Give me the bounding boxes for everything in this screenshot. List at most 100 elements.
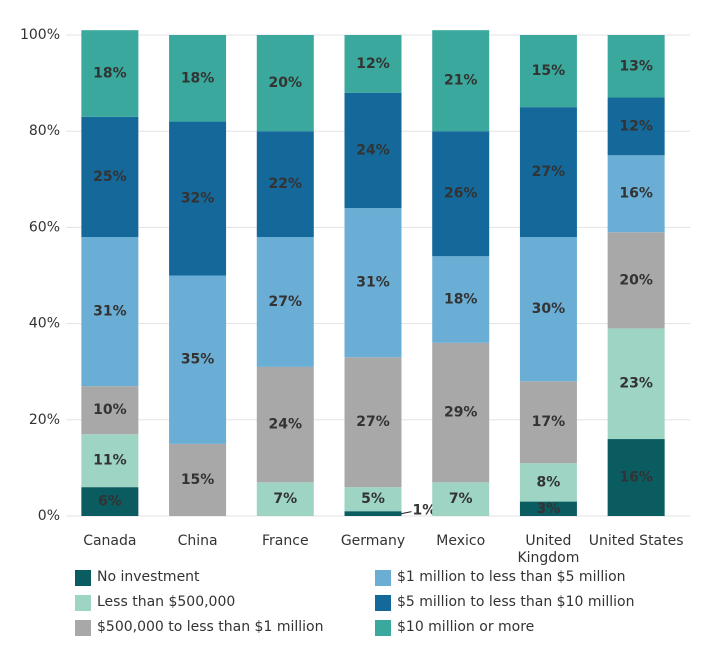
data-label: 7% bbox=[273, 491, 297, 507]
legend-swatch bbox=[375, 620, 391, 636]
data-label: 20% bbox=[619, 272, 653, 288]
y-tick-label: 60% bbox=[29, 219, 60, 235]
legend-label: Less than $500,000 bbox=[97, 594, 236, 610]
bar-segment bbox=[81, 487, 139, 516]
bar-segment bbox=[432, 30, 490, 132]
data-label: 3% bbox=[537, 501, 561, 517]
data-label: 8% bbox=[537, 474, 561, 490]
bar-segment bbox=[169, 35, 227, 122]
data-label: 18% bbox=[444, 292, 478, 308]
bar-segment bbox=[256, 366, 314, 483]
x-tick-label: Germany bbox=[340, 533, 406, 549]
bar-segment bbox=[432, 256, 490, 343]
data-label: 7% bbox=[449, 491, 473, 507]
legend-label: $5 million to less than $10 million bbox=[397, 594, 635, 610]
bar-segment bbox=[432, 482, 490, 516]
y-tick-label: 80% bbox=[29, 123, 60, 139]
bar-segment bbox=[169, 121, 227, 276]
bar-segment bbox=[607, 35, 665, 98]
x-tick-label: France bbox=[262, 533, 309, 549]
data-label: 16% bbox=[619, 470, 653, 486]
bar-segment bbox=[519, 501, 577, 516]
bar-segment bbox=[81, 30, 139, 117]
legend-swatch bbox=[75, 595, 91, 611]
x-tick-label: Mexico bbox=[436, 533, 486, 549]
bar-segment bbox=[81, 434, 139, 488]
data-label: 31% bbox=[356, 275, 390, 291]
bar-segment bbox=[519, 237, 577, 382]
x-tick-label: China bbox=[177, 533, 218, 549]
y-tick-label: 0% bbox=[38, 508, 60, 524]
data-label: 15% bbox=[532, 63, 566, 79]
bar-segment bbox=[519, 107, 577, 238]
bar-segment bbox=[256, 131, 314, 238]
data-label: 15% bbox=[181, 472, 215, 488]
legend-label: $10 million or more bbox=[397, 619, 535, 635]
bar-segment bbox=[81, 116, 139, 238]
bar-segment bbox=[607, 232, 665, 329]
bar-segment bbox=[432, 131, 490, 257]
data-label: 30% bbox=[532, 301, 566, 317]
bar-segment bbox=[169, 443, 227, 516]
bar-segment bbox=[519, 463, 577, 502]
bar-segment bbox=[519, 381, 577, 464]
data-label: 6% bbox=[98, 494, 122, 510]
legend-swatch bbox=[75, 620, 91, 636]
x-tick-label: United Kingdom bbox=[517, 533, 580, 566]
data-label: 20% bbox=[269, 75, 303, 91]
data-label: 27% bbox=[269, 294, 303, 310]
bar-segment bbox=[344, 357, 402, 488]
data-label: 13% bbox=[619, 58, 653, 74]
data-label: 29% bbox=[444, 405, 478, 421]
data-label: 35% bbox=[181, 352, 215, 368]
bar-segment bbox=[81, 386, 139, 435]
data-label: 11% bbox=[93, 453, 127, 469]
data-label: 18% bbox=[93, 65, 127, 81]
bar-segment bbox=[81, 237, 139, 387]
bar-segment bbox=[607, 155, 665, 233]
bar-segment bbox=[256, 482, 314, 516]
data-label: 23% bbox=[619, 376, 653, 392]
data-label: 27% bbox=[532, 164, 566, 180]
data-label: 1% bbox=[413, 503, 437, 519]
bar-segment bbox=[607, 439, 665, 516]
data-label: 12% bbox=[356, 56, 390, 72]
x-tick-label: Canada bbox=[83, 533, 137, 549]
bar-segment bbox=[519, 35, 577, 108]
data-label: 22% bbox=[269, 176, 303, 192]
bar-segment bbox=[256, 35, 314, 132]
legend-swatch bbox=[375, 595, 391, 611]
data-label: 12% bbox=[619, 118, 653, 134]
bar-segment bbox=[344, 92, 402, 209]
bar-segment bbox=[256, 237, 314, 367]
bar-segment bbox=[344, 35, 402, 93]
bar-segment bbox=[607, 328, 665, 440]
data-label: 17% bbox=[532, 414, 566, 430]
y-tick-label: 20% bbox=[29, 412, 60, 428]
legend-label: $500,000 to less than $1 million bbox=[97, 619, 324, 635]
legend-swatch bbox=[75, 570, 91, 586]
legend-swatch bbox=[375, 570, 391, 586]
bar-segment bbox=[344, 487, 402, 512]
bar-segment bbox=[344, 208, 402, 358]
legend-label: No investment bbox=[97, 569, 200, 585]
data-label: 24% bbox=[356, 142, 390, 158]
data-label: 26% bbox=[444, 186, 478, 202]
data-label: 18% bbox=[181, 70, 215, 86]
data-label: 27% bbox=[356, 414, 390, 430]
y-tick-label: 40% bbox=[29, 316, 60, 332]
y-tick-label: 100% bbox=[20, 27, 60, 43]
bar-segment bbox=[432, 342, 490, 483]
bar-segment bbox=[344, 511, 402, 516]
data-label: 10% bbox=[93, 402, 127, 418]
data-label: 21% bbox=[444, 73, 478, 89]
data-label: 16% bbox=[619, 186, 653, 202]
data-label: 25% bbox=[93, 169, 127, 185]
bar-segment bbox=[169, 275, 227, 444]
legend-label: $1 million to less than $5 million bbox=[397, 569, 626, 585]
data-label: 5% bbox=[361, 491, 385, 507]
bar-segment bbox=[607, 97, 665, 156]
x-tick-label: United States bbox=[588, 533, 684, 549]
